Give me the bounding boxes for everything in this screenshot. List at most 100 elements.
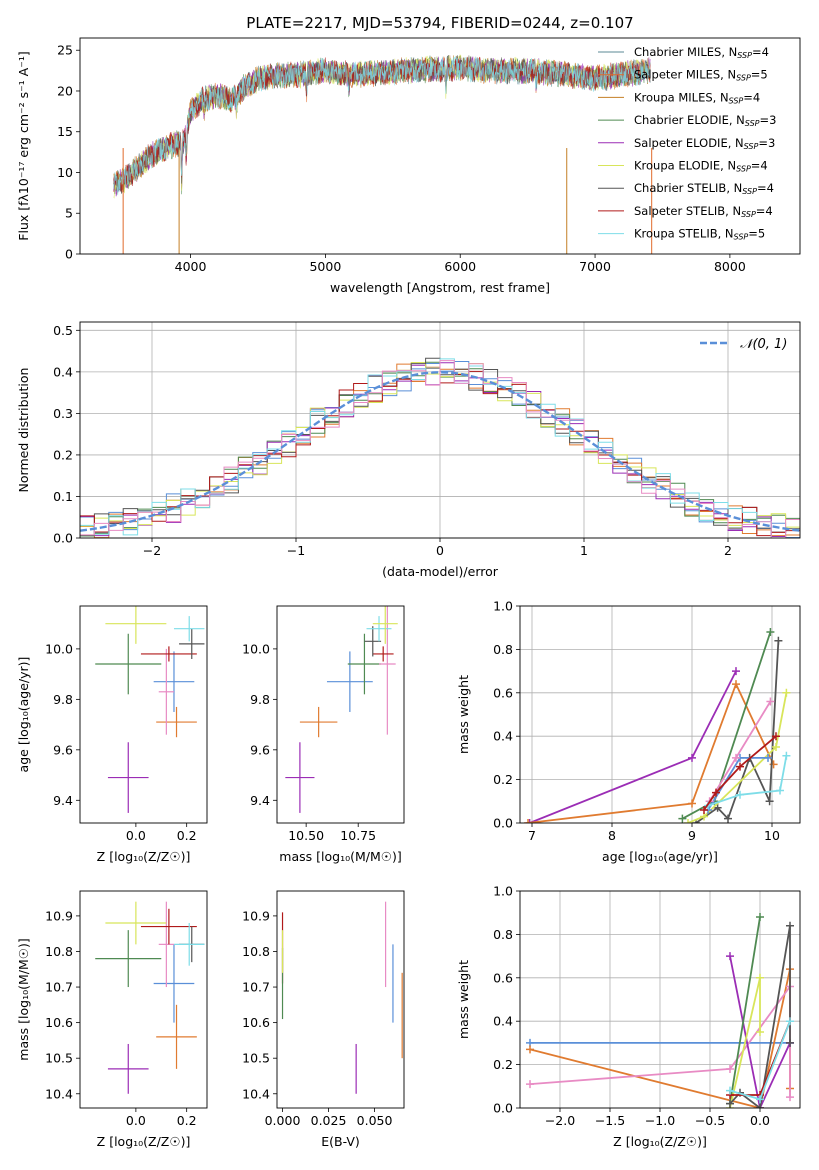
- x-tick-label: 9: [688, 828, 696, 843]
- y-tick-label: 25: [57, 43, 73, 58]
- weight-marker: [712, 788, 720, 797]
- weight-marker: [786, 1038, 794, 1047]
- weight-marker: [774, 636, 783, 645]
- y-axis-label: Normed distribution: [16, 368, 31, 493]
- y-tick-label: 10.8: [242, 944, 270, 959]
- y-tick-label: 0.0: [493, 816, 513, 831]
- weight-marker: [764, 753, 772, 762]
- x-tick-label: 0.2: [177, 1113, 197, 1128]
- x-tick-label: 8000: [714, 259, 746, 274]
- x-tick-label: 1: [580, 543, 588, 558]
- y-tick-label: 10.5: [242, 1051, 270, 1066]
- spectrum-line: [113, 55, 651, 196]
- weight-marker: [688, 799, 696, 808]
- y-tick-label: 10.6: [242, 1015, 270, 1030]
- y-tick-label: 0.2: [493, 1057, 513, 1072]
- y-tick-label: 10.4: [45, 1086, 73, 1101]
- y-tick-label: 10.6: [45, 1015, 73, 1030]
- figure-layer: 4000 5000 6000 7000 80000510152025wavelength…: [16, 37, 801, 1149]
- y-tick-label: 9.4: [53, 793, 73, 808]
- y-tick-label: 10.7: [242, 980, 270, 995]
- figure-title: PLATE=2217, MJD=53794, FIBERID=0244, z=0…: [246, 14, 633, 32]
- y-tick-label: 0.2: [53, 447, 73, 462]
- mass-vs-Z-panel: 0.0 0.2 10.4 10.5 10.6 10.7 10.8 10.9 Z [log₁₀(Z…: [16, 890, 208, 1149]
- weight-line: [529, 670, 737, 823]
- x-tick-label: −0.5: [695, 1113, 725, 1128]
- axes-frame: [79, 321, 801, 539]
- legend-entry: Kroupa STELIB, NSSP=5: [634, 227, 765, 242]
- y-tick-label: 10.7: [45, 980, 73, 995]
- weight-marker: [732, 753, 740, 762]
- weight-marker: [772, 732, 780, 741]
- axes-frame: [519, 890, 801, 1109]
- weight-marker: [776, 786, 784, 795]
- x-tick-label: 4000: [175, 259, 207, 274]
- y-tick-label: 10.8: [45, 944, 73, 959]
- weight-marker: [786, 1017, 794, 1026]
- normal-curve: [80, 371, 800, 532]
- y-tick-label: 0.4: [493, 729, 513, 744]
- x-tick-label: 0.0: [126, 1113, 146, 1128]
- spectrum-panel: 4000 5000 6000 7000 8000 0 5 10 15 20 25 wavelength…: [16, 37, 801, 295]
- y-tick-label: 0: [65, 247, 73, 262]
- y-tick-label: 1.0: [493, 599, 513, 614]
- y-axis-label: age [log₁₀(age/yr)]: [16, 657, 31, 773]
- axes-frame: [79, 605, 208, 824]
- x-axis-label: (data-model)/error: [382, 564, 499, 579]
- legend-entry: Chabrier STELIB, NSSP=4: [634, 181, 774, 196]
- weight-line: [695, 640, 780, 823]
- x-tick-label: 0.025: [311, 1113, 347, 1128]
- legend-entry: Kroupa MILES, NSSP=4: [634, 90, 760, 105]
- weight-marker: [756, 973, 764, 982]
- x-tick-label: 0.050: [357, 1113, 393, 1128]
- x-tick-label: 7: [528, 828, 536, 843]
- weight-marker: [766, 697, 775, 706]
- weight-marker: [526, 1080, 534, 1089]
- y-tick-label: 0.4: [493, 1014, 513, 1029]
- y-tick-label: 9.8: [250, 692, 270, 707]
- y-tick-label: 15: [57, 124, 73, 139]
- weight-marker: [772, 743, 780, 752]
- axes-frame: [79, 37, 801, 255]
- y-tick-label: 0.3: [53, 406, 73, 421]
- weight-marker: [782, 751, 791, 760]
- histogram-step: [80, 360, 800, 538]
- y-tick-label: 0.2: [493, 772, 513, 787]
- weight-marker: [726, 1064, 734, 1073]
- massweight-vs-Z-panel: −2.0 −1.5 −1.0 −0.5 0.0 0.0 0.2 0.4 0.6 0.8 1.0 Z […: [456, 884, 801, 1149]
- weight-marker: [688, 753, 696, 762]
- axes-frame: [519, 605, 801, 824]
- weight-marker: [726, 1086, 734, 1095]
- weight-lines: [526, 913, 794, 1108]
- y-tick-label: 5: [65, 206, 73, 221]
- x-tick-label: 6000: [444, 259, 476, 274]
- weight-marker: [684, 819, 692, 823]
- x-tick-label: −1: [287, 543, 305, 558]
- weight-marker: [732, 680, 740, 689]
- weight-line: [687, 692, 788, 823]
- weight-marker: [756, 1095, 764, 1104]
- weight-line: [681, 631, 772, 820]
- x-axis-label: Z [log₁₀(Z/Z☉)]: [97, 1134, 191, 1149]
- y-tick-label: 1.0: [493, 884, 513, 899]
- legend-entry: 𝒩(0, 1): [740, 337, 787, 352]
- x-tick-label: 0.0: [126, 828, 146, 843]
- y-tick-label: 0.5: [53, 323, 73, 338]
- y-axis-label: mass weight: [456, 960, 471, 1039]
- weight-marker: [726, 952, 734, 961]
- weight-marker: [766, 628, 775, 637]
- x-tick-label: 8: [608, 828, 616, 843]
- residuals-panel: −2 −1 0 1 2 0.0 0.1 0.2 0.3 0.4 0.5 (data-model)/er…: [16, 321, 801, 579]
- y-tick-label: 10.9: [45, 908, 73, 923]
- weight-line: [729, 925, 791, 1108]
- weight-marker: [700, 805, 708, 814]
- legend-entry: Kroupa ELODIE, NSSP=4: [634, 159, 768, 174]
- x-tick-label: 10: [764, 828, 780, 843]
- x-tick-label: 2: [724, 543, 732, 558]
- weight-line: [729, 916, 761, 1104]
- weight-lines: [524, 628, 791, 823]
- age-vs-mass-panel: 10.50 10.75 9.4 9.6 9.8 10.0 mass [log₁₀(M/M☉)…: [242, 605, 405, 864]
- weight-marker: [713, 803, 722, 812]
- age-vs-Z-panel: 0.0 0.2 9.4 9.6 9.8 10.0 Z [log₁₀(Z/Z☉)] age [l…: [16, 605, 208, 864]
- weight-marker: [525, 819, 534, 823]
